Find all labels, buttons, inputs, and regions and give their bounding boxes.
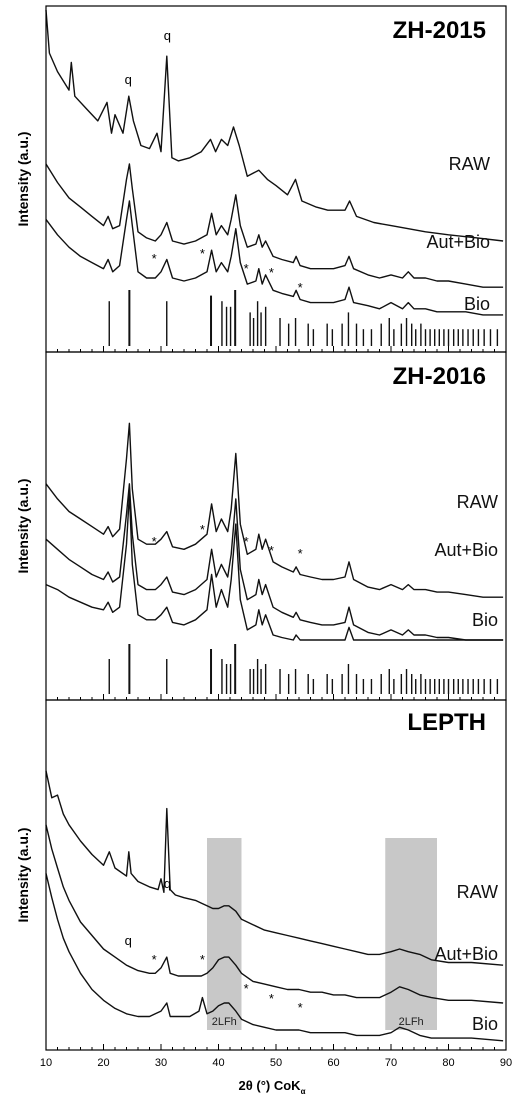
star-marker: * <box>200 246 205 261</box>
trace-label: RAW <box>449 154 490 174</box>
panel-title: LEPTH <box>407 709 486 736</box>
q-marker: q <box>125 933 132 948</box>
panel-title: ZH-2015 <box>393 17 486 44</box>
trace-aut-bio <box>45 163 504 288</box>
star-marker: * <box>200 522 205 537</box>
x-tick-label: 10 <box>40 1057 52 1069</box>
trace-raw <box>45 422 504 598</box>
x-tick-label: 50 <box>270 1057 282 1069</box>
trace-bio <box>45 200 504 316</box>
q-marker: q <box>125 72 132 87</box>
star-marker: * <box>152 534 157 549</box>
star-marker: * <box>269 543 274 558</box>
trace-raw <box>45 9 504 242</box>
x-tick-label: 70 <box>385 1057 397 1069</box>
star-marker: * <box>298 280 303 295</box>
trace-aut-bio <box>45 824 504 1004</box>
star-marker: * <box>298 546 303 561</box>
q-marker: q <box>164 28 171 43</box>
band-1 <box>385 838 437 1030</box>
star-marker: * <box>244 534 249 549</box>
y-axis-label: Intensity (a.u.) <box>15 828 31 923</box>
star-marker: * <box>269 991 274 1006</box>
x-tick-label: 60 <box>327 1057 339 1069</box>
star-marker: * <box>152 952 157 967</box>
band-label-0: 2LFh <box>212 1016 237 1028</box>
x-axis-label-sub: α <box>301 1087 306 1096</box>
panel-2: 2LFh 2LFh RAW Aut+Bio Bio q q * * * * * LEPTH Intensi… <box>15 699 507 1051</box>
trace-raw <box>45 770 504 966</box>
panel-title: ZH-2016 <box>393 363 486 390</box>
trace-label: Bio <box>464 294 490 314</box>
x-axis: 10 20 30 40 50 60 70 80 90 2θ (°) CoKα <box>40 1057 512 1096</box>
panel-frame <box>45 351 507 701</box>
band-0 <box>207 838 242 1030</box>
trace-label: Bio <box>472 1014 498 1034</box>
star-marker: * <box>244 261 249 276</box>
trace-label: RAW <box>457 882 498 902</box>
trace-bio <box>45 493 504 641</box>
trace-label: Aut+Bio <box>434 944 498 964</box>
band-label-1: 2LFh <box>399 1016 424 1028</box>
panel-frame <box>45 5 507 353</box>
x-tick-label: 90 <box>500 1057 512 1069</box>
trace-label: Aut+Bio <box>426 232 490 252</box>
star-marker: * <box>244 981 249 996</box>
star-marker: * <box>200 952 205 967</box>
trace-label: Aut+Bio <box>434 540 498 560</box>
trace-label: Bio <box>472 610 498 630</box>
star-marker: * <box>298 1000 303 1015</box>
x-axis-label: 2θ (°) CoKα <box>239 1078 306 1096</box>
x-axis-label-main: 2θ (°) CoK <box>239 1078 302 1093</box>
star-marker: * <box>152 251 157 266</box>
panel-0: RAW Aut+Bio Bio q q * * * * * ZH-2015 Intensity (a.… <box>15 5 507 353</box>
trace-aut-bio <box>45 483 504 641</box>
star-marker: * <box>269 265 274 280</box>
panel-1: RAW Aut+Bio Bio * * * * * ZH-2016 Intensity (a.u.… <box>15 351 507 701</box>
q-marker: q <box>164 876 171 891</box>
x-tick-label: 20 <box>97 1057 109 1069</box>
x-tick-label: 40 <box>212 1057 224 1069</box>
y-axis-label: Intensity (a.u.) <box>15 479 31 574</box>
x-tick-label: 80 <box>442 1057 454 1069</box>
y-axis-label: Intensity (a.u.) <box>15 132 31 227</box>
x-tick-label: 30 <box>155 1057 167 1069</box>
trace-label: RAW <box>457 492 498 512</box>
trace-bio <box>45 873 504 1042</box>
